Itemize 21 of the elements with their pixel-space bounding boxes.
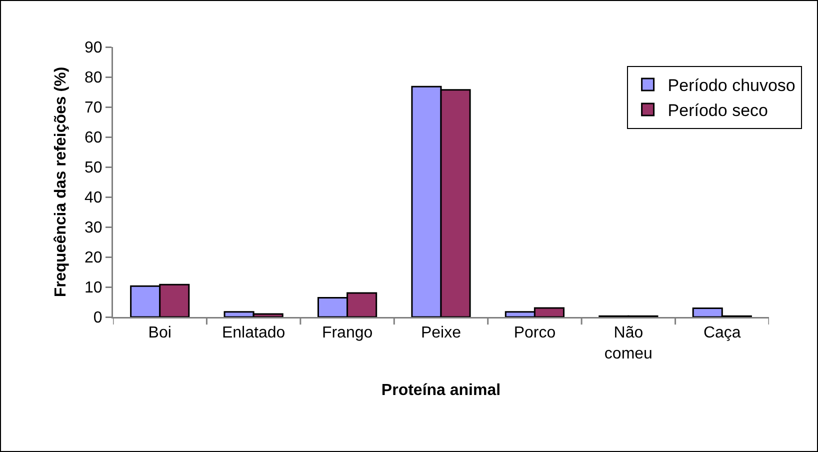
y-tick-label: 80 (84, 70, 102, 87)
y-axis-title: Frequeência das refeições (%) (52, 66, 70, 298)
y-tick-label: 50 (84, 160, 102, 177)
x-tick-label: Porco (514, 324, 556, 342)
y-tick-label: 20 (84, 250, 102, 267)
legend-label: Período seco (668, 101, 768, 120)
x-tick-label: Boi (148, 324, 172, 342)
y-tick-label: 60 (84, 130, 102, 147)
x-tick-label: Enlatado (222, 324, 286, 342)
y-tick-label: 90 (84, 40, 102, 57)
x-tick-label: Não comeu (604, 324, 652, 362)
x-tick-label: Peixe (420, 324, 462, 342)
y-tick-label: 70 (84, 100, 102, 117)
x-axis-title: Proteína animal (381, 382, 501, 399)
x-tick-label: Caça (703, 324, 741, 342)
y-tick-label: 10 (84, 280, 102, 297)
x-tick-label: Frango (322, 324, 373, 342)
y-tick-label: 30 (84, 220, 102, 237)
y-tick-label: 0 (93, 310, 102, 327)
legend-label: Período chuvoso (668, 76, 796, 96)
y-tick-label: 40 (84, 190, 102, 207)
